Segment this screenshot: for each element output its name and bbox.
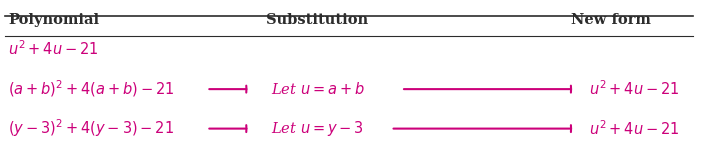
Text: Let $u = a + b$: Let $u = a + b$ [271, 81, 365, 97]
Text: $u^2 + 4u - 21$: $u^2 + 4u - 21$ [8, 39, 99, 58]
Text: Polynomial: Polynomial [8, 13, 99, 27]
Text: $(y - 3)^2 + 4(y - 3) - 21$: $(y - 3)^2 + 4(y - 3) - 21$ [8, 118, 175, 139]
Text: $u^2 + 4u - 21$: $u^2 + 4u - 21$ [589, 80, 679, 98]
Text: Let $u = y - 3$: Let $u = y - 3$ [271, 119, 364, 138]
Text: Substitution: Substitution [265, 13, 367, 27]
Text: New form: New form [572, 13, 651, 27]
Text: $(a + b)^2 + 4(a + b) - 21$: $(a + b)^2 + 4(a + b) - 21$ [8, 79, 175, 100]
Text: $u^2 + 4u - 21$: $u^2 + 4u - 21$ [589, 119, 679, 138]
